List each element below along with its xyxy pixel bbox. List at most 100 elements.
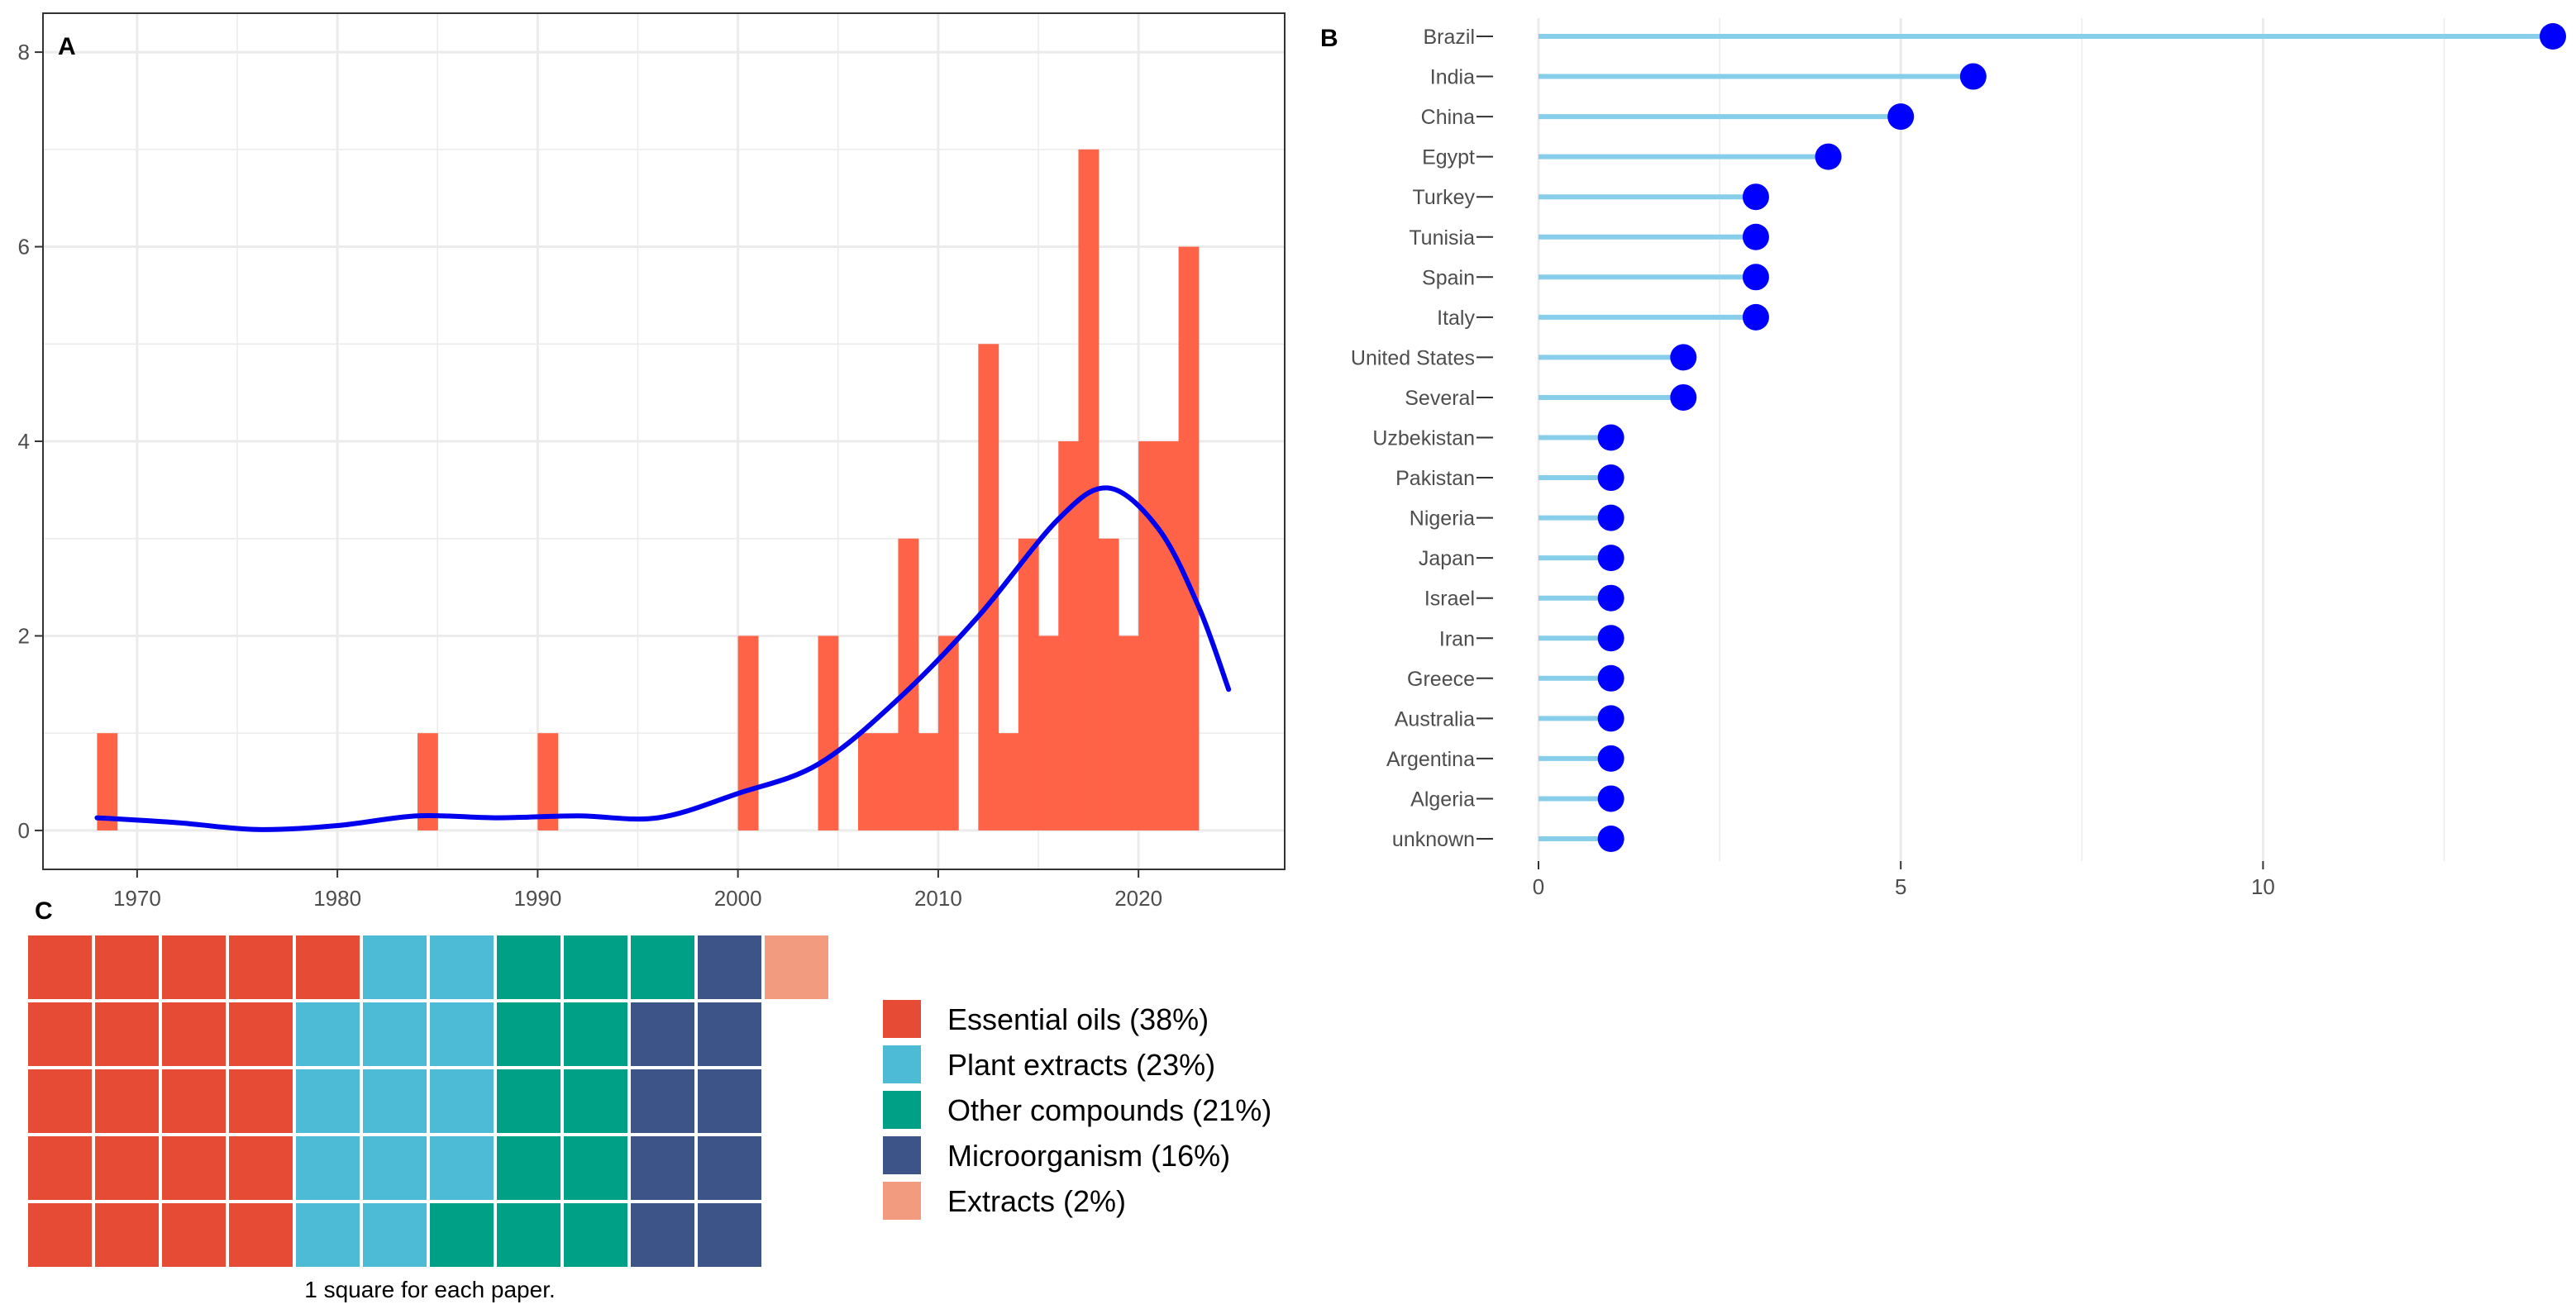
y-tick-label: 2 <box>18 623 30 648</box>
lollipop-dot <box>1597 464 1624 492</box>
histogram-bar <box>878 733 899 831</box>
panel-c-legend: Essential oils (38%) Plant extracts (23%)… <box>883 1000 1271 1220</box>
country-label: Algeria <box>1410 788 1475 811</box>
waffle-square <box>28 1002 92 1066</box>
histogram-bar <box>1178 246 1200 831</box>
waffle-square <box>229 1069 293 1133</box>
country-label: Uzbekistan <box>1372 427 1475 450</box>
x-tick-label: 2020 <box>1114 886 1162 911</box>
legend-swatch <box>883 1182 921 1220</box>
country-label: unknown <box>1392 828 1475 851</box>
waffle-square <box>698 1002 761 1066</box>
lollipop-dot <box>1959 63 1987 90</box>
waffle-square <box>363 1136 427 1200</box>
country-label: Japan <box>1419 547 1475 570</box>
country-label: Several <box>1405 387 1475 410</box>
waffle-square <box>430 1203 494 1267</box>
waffle-square <box>229 1002 293 1066</box>
waffle-square <box>564 1069 627 1133</box>
legend-swatch <box>883 1045 921 1083</box>
waffle-square <box>564 1203 627 1267</box>
panel-b-x-axis: 0 5 10 <box>1533 861 2275 899</box>
histogram-bar <box>1038 635 1059 831</box>
waffle-square <box>229 1203 293 1267</box>
waffle-square <box>162 1136 226 1200</box>
country-label: Iran <box>1439 627 1475 650</box>
panel-a-label: A <box>58 33 76 60</box>
waffle-square <box>698 1203 761 1267</box>
country-label: Greece <box>1407 668 1475 691</box>
panel-c-waffle-squares <box>28 935 828 1267</box>
histogram-bar <box>1138 441 1159 831</box>
lollipop-dot <box>1742 223 1769 250</box>
panel-a-bars <box>97 149 1200 831</box>
x-tick-label: 1980 <box>313 886 361 911</box>
lollipop-dot <box>1597 664 1624 692</box>
lollipop-dot <box>1597 545 1624 572</box>
waffle-square <box>497 1002 561 1066</box>
x-tick-label: 2010 <box>914 886 962 911</box>
waffle-square <box>363 935 427 999</box>
waffle-square <box>296 1136 360 1200</box>
country-label: Pakistan <box>1395 467 1475 490</box>
histogram-bar <box>737 635 759 831</box>
waffle-square <box>564 1002 627 1066</box>
waffle-square <box>698 1136 761 1200</box>
lollipop-dot <box>1815 143 1842 170</box>
legend-swatch <box>883 1091 921 1129</box>
histogram-bar <box>937 635 959 831</box>
panel-c-waffle: C Essential oils (38%) Plant extracts (23… <box>28 897 1271 1302</box>
country-label: Turkey <box>1413 186 1476 209</box>
waffle-square <box>162 1069 226 1133</box>
x-tick-label: 10 <box>2251 874 2275 899</box>
waffle-square <box>229 935 293 999</box>
lollipop-dot <box>1597 424 1624 451</box>
country-label: India <box>1430 66 1475 89</box>
waffle-square <box>28 935 92 999</box>
lollipop-dot <box>1597 826 1624 852</box>
panel-b-lollipop: Brazil India China Egypt Turkey Tunisia Spain I… <box>1320 18 2566 899</box>
country-label: Spain <box>1422 266 1475 289</box>
histogram-bar <box>818 635 839 831</box>
waffle-square <box>363 1002 427 1066</box>
waffle-square <box>95 1136 159 1200</box>
waffle-square <box>430 1002 494 1066</box>
waffle-square <box>698 935 761 999</box>
waffle-square <box>564 935 627 999</box>
waffle-square <box>497 1069 561 1133</box>
legend-label: Essential oils (38%) <box>947 1002 1209 1036</box>
panel-a-x-axis: 1970 1980 1990 2000 2010 2020 <box>113 869 1162 911</box>
country-label: Tunisia <box>1409 226 1475 250</box>
waffle-square <box>296 1203 360 1267</box>
waffle-square <box>363 1069 427 1133</box>
waffle-square <box>296 1002 360 1066</box>
legend-swatch <box>883 1000 921 1038</box>
histogram-bar <box>1118 635 1139 831</box>
lollipop-dot <box>1597 504 1624 531</box>
country-label: Australia <box>1395 707 1475 731</box>
x-tick-label: 1970 <box>113 886 161 911</box>
waffle-square <box>162 1203 226 1267</box>
lollipop-dot <box>1742 303 1769 331</box>
country-label: Israel <box>1424 588 1475 611</box>
country-label: Argentina <box>1386 748 1475 771</box>
waffle-square <box>497 1203 561 1267</box>
waffle-square <box>95 935 159 999</box>
panel-a-smooth-line <box>94 485 1232 832</box>
panel-b-gridlines <box>1537 18 2445 861</box>
histogram-bar <box>998 733 1019 831</box>
waffle-square <box>229 1136 293 1200</box>
waffle-square <box>95 1069 159 1133</box>
waffle-square <box>430 935 494 999</box>
country-label: Brazil <box>1423 26 1475 49</box>
lollipop-dot <box>1742 264 1769 291</box>
country-label: China <box>1421 106 1475 129</box>
country-label: Nigeria <box>1410 507 1475 531</box>
lollipop-dot <box>1742 183 1769 211</box>
lollipop-dot <box>1597 705 1624 732</box>
lollipop-dot <box>1597 584 1624 612</box>
waffle-square <box>631 1002 694 1066</box>
legend-label: Plant extracts (23%) <box>947 1048 1215 1082</box>
histogram-bar <box>1158 441 1180 831</box>
waffle-square <box>95 1203 159 1267</box>
